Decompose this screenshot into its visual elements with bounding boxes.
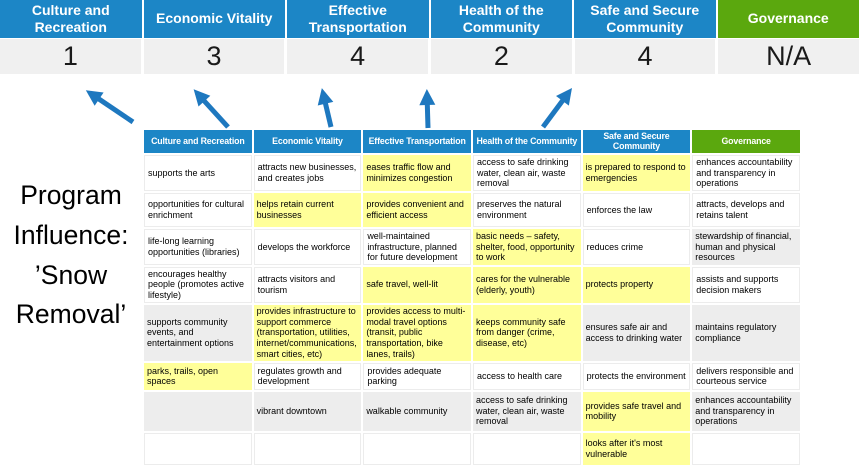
matrix-row-1: supports the arts attracts new businesses… bbox=[144, 155, 800, 191]
matrix-header-health-of-the-community: Health of the Community bbox=[472, 130, 581, 153]
matrix-body: supports the arts attracts new businesses… bbox=[144, 155, 800, 465]
matrix-cell-r8c3 bbox=[363, 432, 471, 465]
matrix-header-culture-and-recreation: Culture and Recreation bbox=[144, 130, 252, 153]
matrix-cell-r2c1: opportunities for cultural enrichment bbox=[144, 193, 252, 227]
matrix-cell-r1c1: supports the arts bbox=[144, 155, 252, 191]
matrix-cell-r2c6: attracts, develops and retains talent bbox=[692, 193, 800, 227]
matrix-cell-r7c6: enhances accountability and transparency… bbox=[692, 391, 800, 431]
influence-arrow-economic bbox=[193, 89, 230, 129]
matrix-row-2: opportunities for cultural enrichment hel… bbox=[144, 193, 800, 227]
matrix-header-row: Culture and Recreation Economic Vitality E… bbox=[144, 130, 800, 153]
matrix-row-3: life-long learning opportunities (librar… bbox=[144, 229, 800, 265]
matrix-cell-r7c2: vibrant downtown bbox=[253, 391, 362, 431]
matrix-cell-r2c5: enforces the law bbox=[582, 193, 691, 227]
scoreboard-header-safe-and-secure-community: Safe and Secure Community bbox=[574, 0, 716, 38]
matrix-cell-r3c5: reduces crime bbox=[582, 229, 691, 265]
matrix-cell-r7c4: access to safe drinking water, clean air… bbox=[472, 391, 581, 431]
matrix-row-5: supports community events, and entertain… bbox=[144, 304, 800, 361]
matrix-cell-r5c4: keeps community safe from danger (crime,… bbox=[472, 304, 581, 361]
matrix-cell-r8c6 bbox=[692, 432, 800, 465]
scoreboard-header-culture-and-recreation: Culture and Recreation bbox=[0, 0, 142, 38]
matrix-header-economic-vitality: Economic Vitality bbox=[253, 130, 362, 153]
matrix-cell-r7c5: provides safe travel and mobility bbox=[582, 391, 691, 431]
scoreboard-header-economic-vitality: Economic Vitality bbox=[143, 0, 285, 38]
matrix-cell-r3c3: well-maintained infrastructure, planned … bbox=[363, 229, 471, 265]
matrix-cell-r1c5: is prepared to respond to emergencies bbox=[582, 155, 691, 191]
matrix-cell-r3c6: stewardship of financial, human and phys… bbox=[692, 229, 800, 265]
matrix-cell-r1c2: attracts new businesses, and creates job… bbox=[253, 155, 362, 191]
scoreboard-score-safe-and-secure-community: 4 bbox=[574, 39, 716, 74]
matrix-row-7: vibrant downtown walkable community access… bbox=[144, 391, 800, 431]
matrix-cell-r4c1: encourages healthy people (promotes acti… bbox=[144, 266, 252, 303]
scoreboard-score-culture-and-recreation: 1 bbox=[0, 39, 141, 74]
matrix-cell-r6c5: protects the environment bbox=[582, 362, 691, 390]
matrix-header-row: Culture and Recreation Economic Vitality E… bbox=[144, 130, 800, 153]
matrix-row-4: encourages healthy people (promotes acti… bbox=[144, 266, 800, 303]
matrix-cell-r2c3: provides convenient and efficient access bbox=[363, 193, 471, 227]
scoreboard-header-row: Culture and Recreation Economic Vitality E… bbox=[0, 0, 859, 38]
matrix-cell-r7c3: walkable community bbox=[363, 391, 471, 431]
scoreboard-score-row: 1 3 4 2 4 N/A bbox=[0, 39, 859, 74]
matrix-cell-r2c2: helps retain current businesses bbox=[253, 193, 362, 227]
matrix-cell-r3c2: develops the workforce bbox=[253, 229, 362, 265]
matrix-row-6: parks, trails, open spaces regulates grow… bbox=[144, 362, 800, 390]
matrix-cell-r7c1 bbox=[144, 391, 252, 431]
matrix-header-governance: Governance bbox=[692, 130, 800, 153]
influence-arrow-safe bbox=[540, 87, 572, 129]
matrix-cell-r5c1: supports community events, and entertain… bbox=[144, 304, 252, 361]
influence-arrow-transportation bbox=[317, 88, 334, 128]
matrix-cell-r3c1: life-long learning opportunities (librar… bbox=[144, 229, 252, 265]
matrix-cell-r6c1: parks, trails, open spaces bbox=[144, 362, 252, 390]
matrix-cell-r8c4 bbox=[472, 432, 581, 465]
matrix-header-effective-transportation: Effective Transportation bbox=[363, 130, 471, 153]
scoreboard-header-effective-transportation: Effective Transportation bbox=[287, 0, 429, 38]
matrix-cell-r4c5: protects property bbox=[582, 266, 691, 303]
matrix-cell-r8c2 bbox=[253, 432, 362, 465]
scoreboard-score-effective-transportation: 4 bbox=[287, 39, 428, 74]
matrix-cell-r5c6: maintains regulatory compliance bbox=[692, 304, 800, 361]
matrix-cell-r1c6: enhances accountability and transparency… bbox=[692, 155, 800, 191]
scoreboard-header-health-of-the-community: Health of the Community bbox=[430, 0, 572, 38]
matrix-cell-r4c4: cares for the vulnerable (elderly, youth… bbox=[472, 266, 581, 303]
scoreboard: Culture and Recreation Economic Vitality E… bbox=[0, 0, 859, 74]
matrix-cell-r8c1 bbox=[144, 432, 252, 465]
matrix-cell-r1c4: access to safe drinking water, clean air… bbox=[472, 155, 581, 191]
matrix-cell-r6c3: provides adequate parking bbox=[363, 362, 471, 390]
matrix-cell-r4c6: assists and supports decision makers bbox=[692, 266, 800, 303]
matrix-cell-r5c2: provides infrastructure to support comme… bbox=[253, 304, 362, 361]
matrix-cell-r1c3: eases traffic flow and minimizes congest… bbox=[363, 155, 471, 191]
matrix-cell-r6c6: delivers responsible and courteous servi… bbox=[692, 362, 800, 390]
matrix-header-safe-and-secure-community: Safe and Secure Community bbox=[582, 130, 691, 153]
matrix-cell-r4c3: safe travel, well-lit bbox=[363, 266, 471, 303]
program-influence-label: Program Influence: ’Snow Removal’ bbox=[13, 180, 129, 330]
scoreboard-score-health-of-the-community: 2 bbox=[431, 39, 572, 74]
matrix-cell-r4c2: attracts visitors and tourism bbox=[253, 266, 362, 303]
matrix-row-8: looks after it's most vulnerable bbox=[144, 432, 800, 465]
matrix-cell-r8c5: looks after it's most vulnerable bbox=[582, 432, 691, 465]
scoreboard-header-governance: Governance bbox=[717, 0, 859, 38]
matrix-cell-r3c4: basic needs – safety, shelter, food, opp… bbox=[472, 229, 581, 265]
matrix-cell-r5c3: provides access to multi-modal travel op… bbox=[363, 304, 471, 361]
matrix-cell-r5c5: ensures safe air and access to drinking … bbox=[582, 304, 691, 361]
scoreboard-score-governance: N/A bbox=[718, 39, 859, 74]
influence-arrow-culture bbox=[85, 90, 135, 125]
matrix-cell-r6c4: access to health care bbox=[472, 362, 581, 390]
matrix-cell-r6c2: regulates growth and development bbox=[253, 362, 362, 390]
influence-arrow-health bbox=[419, 89, 436, 129]
matrix-cell-r2c4: preserves the natural environment bbox=[472, 193, 581, 227]
influence-matrix: Culture and Recreation Economic Vitality E… bbox=[142, 128, 802, 465]
scoreboard-score-economic-vitality: 3 bbox=[143, 39, 285, 74]
